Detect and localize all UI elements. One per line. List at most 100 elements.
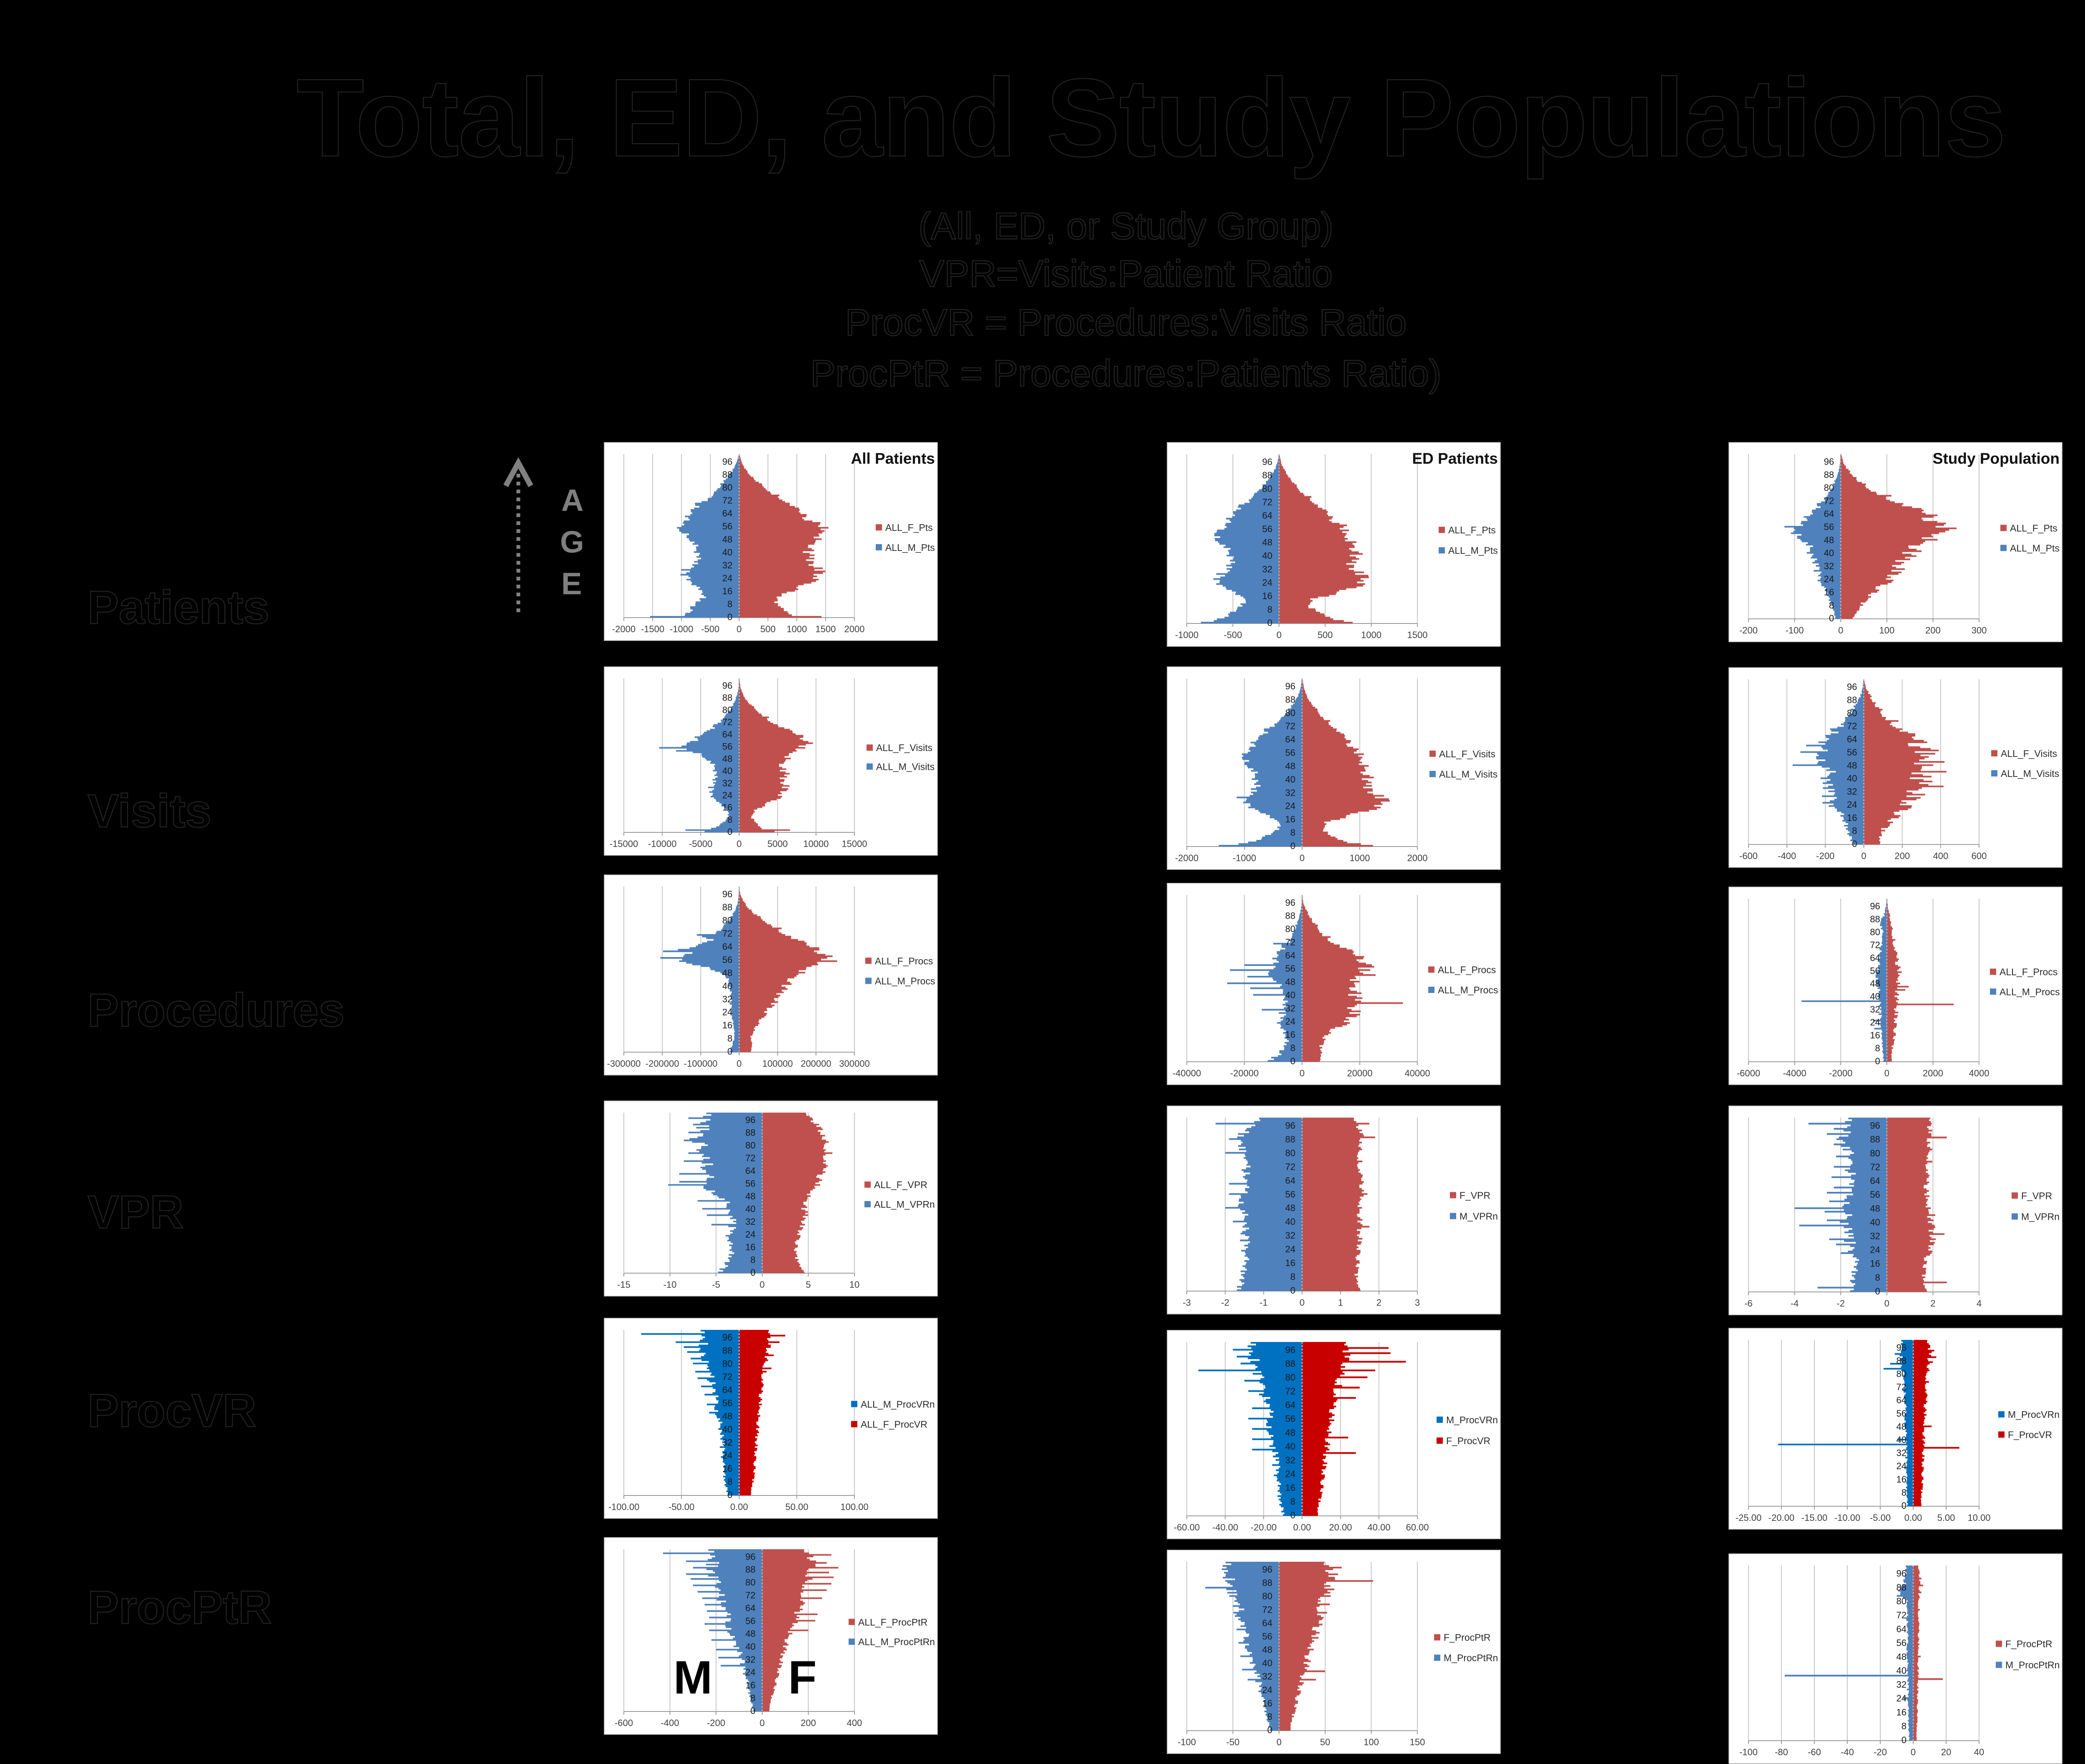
svg-text:8: 8 (751, 1255, 756, 1265)
svg-text:-2: -2 (1836, 1298, 1845, 1309)
svg-text:0: 0 (1884, 1068, 1889, 1078)
svg-text:32: 32 (1897, 1679, 1907, 1690)
svg-text:16: 16 (722, 1463, 732, 1474)
svg-text:0: 0 (727, 612, 732, 622)
svg-text:24: 24 (1870, 1017, 1880, 1028)
svg-text:72: 72 (722, 717, 732, 727)
svg-text:ALL_F_VPR: ALL_F_VPR (874, 1179, 927, 1190)
svg-text:80: 80 (745, 1577, 755, 1588)
svg-text:16: 16 (745, 1242, 755, 1252)
svg-text:-4: -4 (1791, 1298, 1799, 1309)
svg-text:0: 0 (727, 1046, 732, 1057)
svg-text:5.00: 5.00 (1937, 1513, 1955, 1523)
svg-text:ALL_M_Pts: ALL_M_Pts (1448, 545, 1498, 556)
svg-text:64: 64 (1285, 1400, 1295, 1410)
svg-text:32: 32 (1847, 787, 1857, 797)
svg-text:24: 24 (1285, 801, 1295, 811)
svg-text:56: 56 (1285, 1189, 1295, 1199)
svg-text:8: 8 (1852, 826, 1857, 836)
svg-text:64: 64 (1847, 734, 1857, 744)
svg-text:-15: -15 (617, 1279, 631, 1290)
svg-text:32: 32 (1285, 1003, 1295, 1013)
svg-text:ALL_F_Pts: ALL_F_Pts (1448, 525, 1496, 535)
svg-text:10.00: 10.00 (1967, 1513, 1990, 1523)
svg-text:-600: -600 (1739, 851, 1758, 861)
svg-text:8: 8 (1267, 604, 1272, 615)
svg-text:32: 32 (722, 778, 732, 788)
svg-text:40000: 40000 (1404, 1068, 1430, 1078)
svg-text:48: 48 (1262, 1645, 1272, 1655)
svg-text:88: 88 (1824, 470, 1834, 480)
svg-text:32: 32 (1824, 561, 1834, 571)
svg-text:96: 96 (1285, 1345, 1295, 1355)
svg-text:32: 32 (1870, 1231, 1880, 1241)
svg-text:80: 80 (722, 915, 732, 926)
svg-text:32: 32 (1897, 1448, 1907, 1458)
svg-text:16: 16 (1897, 1707, 1907, 1717)
svg-text:0.00: 0.00 (1293, 1522, 1311, 1533)
svg-text:ALL_F_Visits: ALL_F_Visits (1439, 749, 1495, 759)
svg-text:48: 48 (1870, 1203, 1880, 1214)
svg-text:50: 50 (1320, 1737, 1330, 1747)
svg-text:2: 2 (1930, 1298, 1935, 1309)
svg-text:96: 96 (722, 457, 732, 467)
svg-text:100.00: 100.00 (840, 1502, 868, 1512)
svg-text:80: 80 (1262, 1591, 1272, 1601)
svg-text:1500: 1500 (815, 624, 836, 634)
svg-text:Study Population: Study Population (1933, 450, 2060, 467)
svg-text:96: 96 (1285, 1121, 1295, 1131)
svg-text:80: 80 (1870, 927, 1880, 937)
svg-text:48: 48 (722, 754, 732, 764)
svg-text:8: 8 (1290, 827, 1295, 838)
svg-text:1000: 1000 (786, 624, 807, 634)
svg-text:80: 80 (1285, 1372, 1295, 1383)
svg-text:0: 0 (1276, 630, 1281, 640)
svg-text:32: 32 (722, 1437, 732, 1447)
svg-text:32: 32 (745, 1216, 755, 1227)
svg-text:-200: -200 (1816, 851, 1834, 861)
svg-text:56: 56 (722, 955, 732, 965)
svg-text:64: 64 (1285, 734, 1295, 745)
svg-text:80: 80 (1824, 482, 1834, 493)
svg-text:-5000: -5000 (689, 839, 712, 849)
svg-text:ALL_M_ProcPtRn: ALL_M_ProcPtRn (858, 1636, 935, 1647)
svg-text:40: 40 (1870, 991, 1880, 1002)
svg-text:0: 0 (736, 624, 741, 634)
svg-text:0: 0 (736, 839, 741, 849)
svg-text:10000: 10000 (803, 839, 829, 849)
svg-text:64: 64 (1897, 1395, 1907, 1405)
svg-text:ALL_M_Procs: ALL_M_Procs (1438, 985, 1498, 995)
svg-text:ALL_F_ProcPtR: ALL_F_ProcPtR (858, 1617, 927, 1628)
svg-text:0: 0 (1911, 1747, 1916, 1757)
svg-text:48: 48 (745, 1628, 755, 1639)
svg-text:96: 96 (1870, 901, 1880, 911)
svg-text:ALL_F_Visits: ALL_F_Visits (2001, 748, 2057, 759)
svg-text:72: 72 (1897, 1382, 1907, 1392)
svg-text:ALL_M_Visits: ALL_M_Visits (876, 761, 934, 772)
svg-text:32: 32 (1870, 1004, 1880, 1015)
svg-text:-1000: -1000 (1175, 630, 1198, 640)
svg-text:24: 24 (1897, 1461, 1907, 1471)
svg-text:-20.00: -20.00 (1768, 1513, 1794, 1523)
svg-text:ALL_M_VPRn: ALL_M_VPRn (874, 1199, 935, 1210)
svg-text:-2000: -2000 (1829, 1068, 1852, 1078)
svg-text:0: 0 (1299, 1068, 1304, 1078)
svg-text:0: 0 (751, 1267, 756, 1278)
svg-text:32: 32 (1285, 787, 1295, 798)
svg-text:88: 88 (722, 1345, 732, 1356)
svg-text:16: 16 (1285, 1483, 1295, 1493)
svg-text:-2000: -2000 (612, 624, 636, 634)
svg-text:48: 48 (722, 1411, 732, 1421)
svg-text:ED Patients: ED Patients (1412, 450, 1498, 467)
svg-text:0: 0 (1267, 618, 1272, 628)
svg-text:24: 24 (1285, 1016, 1295, 1027)
svg-text:96: 96 (722, 680, 732, 691)
svg-text:16: 16 (1285, 1258, 1295, 1268)
svg-text:32: 32 (1285, 1455, 1295, 1465)
svg-text:2000: 2000 (844, 624, 865, 634)
svg-text:0: 0 (727, 1490, 732, 1500)
svg-text:-100.00: -100.00 (608, 1502, 640, 1512)
svg-text:ALL_M_Visits: ALL_M_Visits (2001, 768, 2059, 779)
svg-text:0: 0 (1838, 625, 1843, 636)
svg-text:56: 56 (1897, 1638, 1907, 1648)
